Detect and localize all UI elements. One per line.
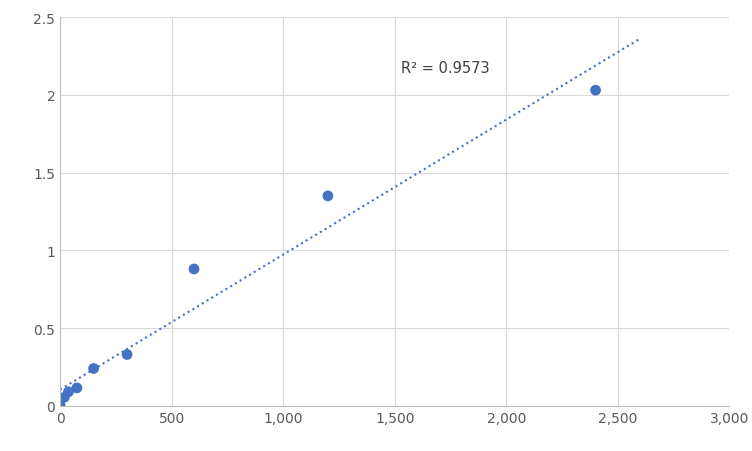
Point [71, 384, 83, 391]
Text: R² = 0.9573: R² = 0.9573 [402, 60, 490, 75]
Point [121, 351, 133, 358]
Point [59, 394, 71, 401]
Point [62, 388, 74, 396]
Point [54, 402, 66, 409]
Point [322, 193, 334, 200]
Point [188, 266, 200, 273]
Point [590, 87, 602, 95]
Point [87, 365, 99, 372]
